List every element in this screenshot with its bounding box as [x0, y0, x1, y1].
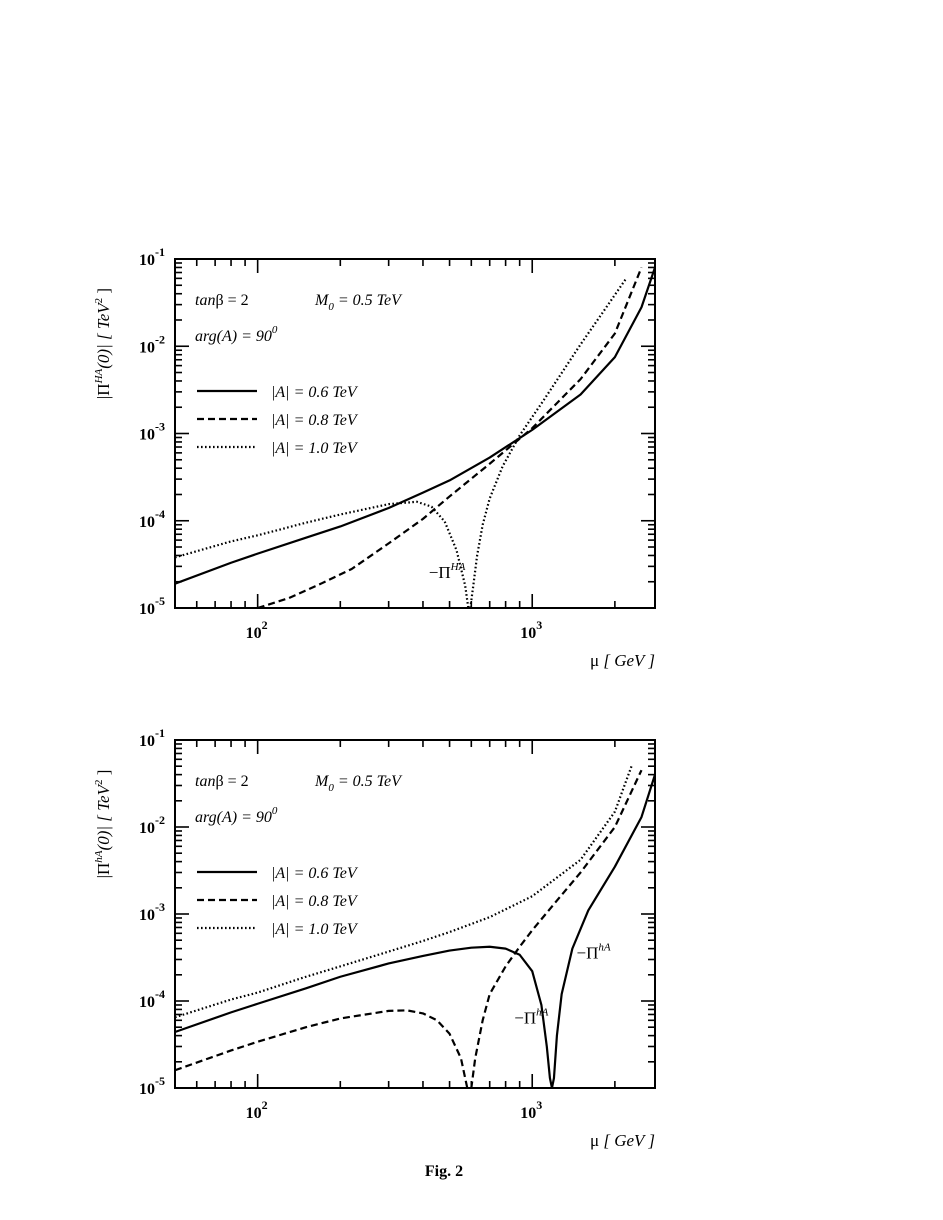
legend-label: |A| = 1.0 TeV — [271, 921, 359, 938]
legend-label: |A| = 0.6 TeV — [271, 384, 359, 401]
y-tick-label: 10-5 — [139, 594, 165, 618]
x-tick-label: 102 — [246, 618, 268, 642]
y-tick-label: 10-1 — [139, 245, 165, 269]
x-axis-label: μ [ GeV ] — [590, 1131, 655, 1150]
param-m0: M0 = 0.5 TeV — [314, 292, 403, 313]
series-line-solid — [175, 267, 655, 585]
y-axis-label: |ΠHA(0)| [ TeV2 ] — [93, 288, 113, 399]
y-tick-label: 10-2 — [139, 813, 165, 837]
figure-caption: Fig. 2 — [425, 1163, 463, 1180]
curve-annotation: −ΠhA — [514, 1007, 548, 1028]
param-arg: arg(A) = 900 — [195, 805, 278, 826]
curve-annotation: −ΠhA — [577, 941, 611, 962]
x-tick-label: 103 — [520, 1098, 542, 1122]
chart-panel-bottom: 10-1 10-2 10-3 10-4 10-5 102 103 μ [ GeV ] |ΠhA(… — [93, 726, 656, 1150]
param-tanbeta: tanβ = 2 — [195, 773, 249, 790]
param-tanbeta: tanβ = 2 — [195, 292, 249, 309]
y-tick-label: 10-2 — [139, 332, 165, 356]
y-tick-label: 10-3 — [139, 420, 165, 444]
curve-annotation: −ΠHA — [429, 561, 466, 582]
legend-label: |A| = 0.6 TeV — [271, 865, 359, 882]
chart-panel-top: 10-1 10-2 10-3 10-4 10-5 102 103 μ [ GeV ] |ΠHA(… — [93, 245, 656, 670]
legend-label: |A| = 0.8 TeV — [271, 412, 359, 429]
y-tick-label: 10-1 — [139, 726, 165, 750]
y-tick-label: 10-5 — [139, 1074, 165, 1098]
x-tick-label: 102 — [246, 1098, 268, 1122]
y-tick-label: 10-3 — [139, 900, 165, 924]
param-arg: arg(A) = 900 — [195, 324, 278, 345]
series-line-solid — [175, 774, 655, 1088]
legend-label: |A| = 0.8 TeV — [271, 893, 359, 910]
plot-frame — [174, 739, 656, 1089]
series-line-dashed — [257, 267, 643, 608]
x-tick-label: 103 — [520, 618, 542, 642]
legend-label: |A| = 1.0 TeV — [271, 440, 359, 457]
param-m0: M0 = 0.5 TeV — [314, 773, 403, 794]
x-axis-label: μ [ GeV ] — [590, 651, 655, 670]
y-axis-label: |ΠhA(0)| [ TeV2 ] — [93, 770, 113, 879]
y-tick-label: 10-4 — [139, 507, 165, 531]
plot-frame — [174, 258, 656, 609]
y-tick-label: 10-4 — [139, 987, 165, 1011]
